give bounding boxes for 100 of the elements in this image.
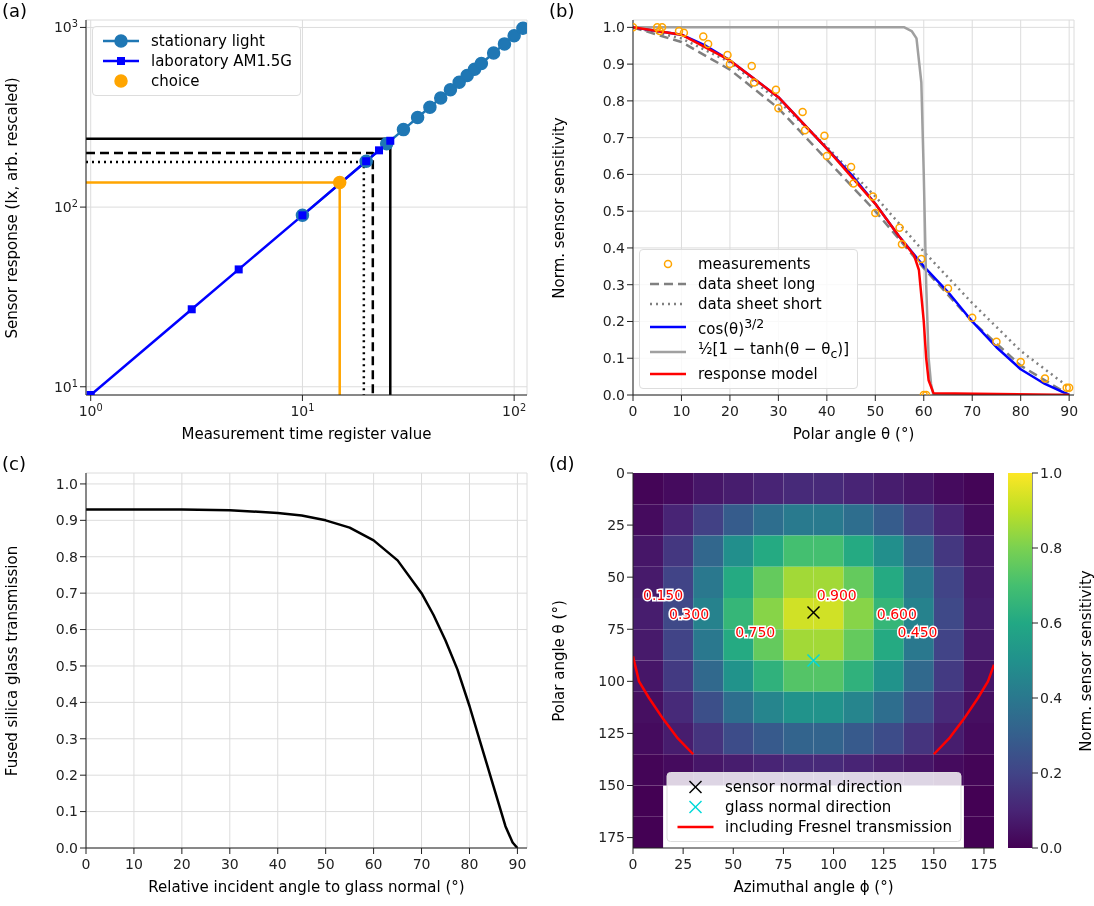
y-tick-label: 1.0	[55, 475, 78, 492]
legend-label: including Fresnel transmission	[725, 817, 952, 837]
y-tick-label: 0.3	[602, 276, 625, 293]
y-tick-label: 0.8	[602, 92, 625, 109]
x-tick-label: 30	[220, 855, 239, 872]
x-tick-label: 80	[1011, 402, 1030, 419]
color-bar-label: 0.2	[1040, 764, 1063, 781]
y-tick-label: 10$^{2}$	[53, 197, 78, 216]
annotation: 0.750	[735, 624, 776, 641]
x-tick-label: 50	[866, 402, 885, 419]
chart-title: (a)	[2, 0, 28, 21]
y-tick-label: 0.1	[602, 350, 625, 367]
x-tick-label: 10$^{1}$	[290, 401, 315, 419]
x-tick-label: 175	[970, 855, 998, 872]
y-tick-label: 0.5	[602, 203, 625, 220]
x-tick-label: 90	[1060, 402, 1079, 419]
color-bar-label: 0.4	[1040, 689, 1063, 706]
y-axis-title: Fused silica glass transmission	[3, 545, 21, 776]
y-axis-title: Sensor response (lx, arb. rescaled)	[3, 76, 21, 339]
legend-label: sensor normal direction	[725, 777, 903, 797]
y-axis-title: Polar angle θ (°)	[550, 599, 568, 722]
legend-label: choice	[151, 71, 200, 91]
legend-label: data sheet short	[698, 294, 822, 314]
chart-title: (b)	[549, 0, 575, 21]
x-tick-label: 50	[724, 855, 743, 872]
x-tick-label: 25	[674, 855, 693, 872]
y-tick-label: 1.0	[602, 19, 625, 36]
x-tick-label: 60	[914, 402, 933, 419]
annotation: 0.150	[643, 586, 684, 603]
y-tick-label: 0.1	[55, 803, 78, 820]
y-tick-label: 0.8	[55, 548, 78, 565]
chart-title: (c)	[2, 453, 26, 474]
legend-label: data sheet long	[698, 274, 816, 294]
x-tick-label: 0	[81, 855, 91, 872]
annotation: 0.600	[876, 605, 917, 622]
color-bar-label: 1.0	[1040, 464, 1063, 481]
x-axis-title: Measurement time register value	[180, 425, 433, 443]
legend-label: ½[1 − tanh(θ − θ$_{c}$)]	[698, 339, 850, 363]
x-tick-label: 90	[508, 855, 527, 872]
x-tick-label: 60	[364, 855, 383, 872]
y-tick-label: 50	[607, 569, 625, 586]
y-tick-label: 125	[598, 725, 625, 742]
x-tick-label: 0	[628, 855, 638, 872]
color-bar-label: 0.6	[1040, 614, 1063, 631]
x-tick-label: 70	[412, 855, 431, 872]
x-tick-label: 10	[125, 855, 143, 872]
y-tick-label: 0	[616, 464, 625, 481]
x-tick-label: 100	[820, 855, 847, 872]
y-tick-label: 0.2	[602, 313, 625, 330]
chart-title: (d)	[549, 453, 575, 474]
y-tick-label: 25	[607, 516, 625, 533]
color-bar-title: Norm. sensor sensitivity	[1077, 569, 1094, 752]
legend-label: glass normal direction	[725, 797, 892, 817]
y-tick-label: 0.2	[55, 767, 78, 784]
color-bar-label: 0.0	[1040, 839, 1063, 856]
x-axis-title: Relative incident angle to glass normal (°)	[147, 878, 466, 896]
annotation: 0.900	[816, 586, 857, 603]
x-tick-label: 10$^{2}$	[502, 401, 527, 419]
legend-label: response model	[698, 364, 818, 384]
y-tick-label: 0.4	[602, 239, 626, 256]
x-tick-label: 70	[963, 402, 982, 419]
x-tick-label: 10	[672, 402, 691, 419]
y-tick-label: 0.5	[55, 657, 78, 674]
legend-label: measurements	[698, 254, 811, 274]
y-tick-label: 150	[598, 777, 625, 794]
annotation: 0.450	[897, 624, 938, 641]
y-tick-label: 0.7	[55, 585, 78, 602]
x-tick-label: 20	[721, 402, 739, 419]
x-axis-title: Azimuthal angle ϕ (°)	[732, 878, 895, 896]
x-tick-label: 150	[920, 855, 948, 872]
legend-label: laboratory AM1.5G	[151, 51, 292, 71]
legend-label: stationary light	[151, 31, 265, 51]
y-tick-label: 175	[598, 829, 625, 846]
y-tick-label: 0.6	[55, 621, 79, 638]
x-tick-label: 40	[268, 855, 287, 872]
x-tick-label: 20	[172, 855, 191, 872]
color-bar-label: 0.8	[1040, 539, 1063, 556]
y-tick-label: 0.0	[602, 386, 625, 403]
y-tick-label: 0.6	[602, 166, 626, 183]
y-tick-label: 10$^{3}$	[53, 17, 78, 36]
y-tick-label: 0.9	[602, 56, 625, 73]
x-tick-label: 75	[774, 855, 793, 872]
x-tick-label: 10$^{0}$	[78, 401, 103, 419]
x-axis-title: Polar angle θ (°)	[791, 425, 916, 443]
y-tick-label: 10$^{1}$	[53, 377, 78, 395]
x-tick-label: 80	[460, 855, 479, 872]
y-tick-label: 0.0	[55, 839, 78, 856]
x-tick-label: 50	[316, 855, 335, 872]
y-axis-title: Norm. sensor sensitivity	[550, 116, 568, 299]
x-tick-label: 40	[817, 402, 836, 419]
y-tick-label: 0.3	[55, 730, 78, 747]
x-tick-label: 0	[628, 402, 638, 419]
annotation: 0.300	[669, 605, 710, 622]
x-tick-label: 125	[870, 855, 898, 872]
y-tick-label: 0.4	[55, 694, 79, 711]
y-tick-label: 100	[598, 673, 625, 690]
legend-label: cos(θ)$^{3/2}$	[698, 315, 765, 339]
y-tick-label: 0.7	[602, 129, 625, 146]
y-tick-label: 75	[607, 621, 625, 638]
x-tick-label: 30	[769, 402, 788, 419]
